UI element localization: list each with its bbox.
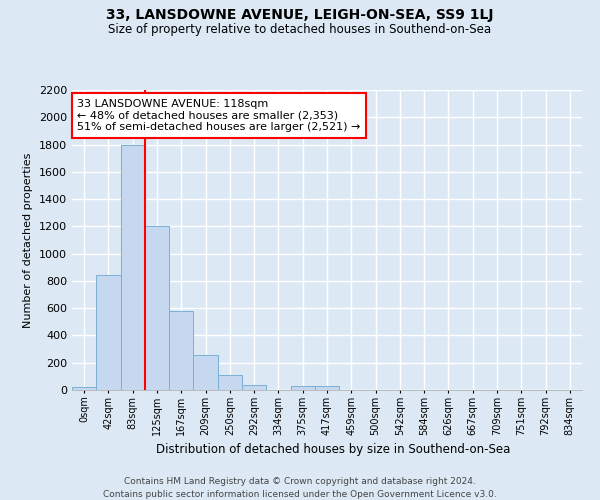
Text: Size of property relative to detached houses in Southend-on-Sea: Size of property relative to detached ho…	[109, 22, 491, 36]
Bar	[145, 226, 169, 390]
Text: 33, LANSDOWNE AVENUE, LEIGH-ON-SEA, SS9 1LJ: 33, LANSDOWNE AVENUE, LEIGH-ON-SEA, SS9 …	[106, 8, 494, 22]
Y-axis label: Number of detached properties: Number of detached properties	[23, 152, 34, 328]
Bar	[218, 375, 242, 390]
Bar	[72, 388, 96, 390]
Bar	[121, 144, 145, 390]
Bar	[315, 386, 339, 390]
Text: Contains HM Land Registry data © Crown copyright and database right 2024.: Contains HM Land Registry data © Crown c…	[124, 478, 476, 486]
Bar	[242, 384, 266, 390]
Bar	[290, 386, 315, 390]
Text: Distribution of detached houses by size in Southend-on-Sea: Distribution of detached houses by size …	[156, 442, 510, 456]
Text: 33 LANSDOWNE AVENUE: 118sqm
← 48% of detached houses are smaller (2,353)
51% of : 33 LANSDOWNE AVENUE: 118sqm ← 48% of det…	[77, 99, 361, 132]
Bar	[96, 276, 121, 390]
Bar	[193, 355, 218, 390]
Bar	[169, 311, 193, 390]
Text: Contains public sector information licensed under the Open Government Licence v3: Contains public sector information licen…	[103, 490, 497, 499]
